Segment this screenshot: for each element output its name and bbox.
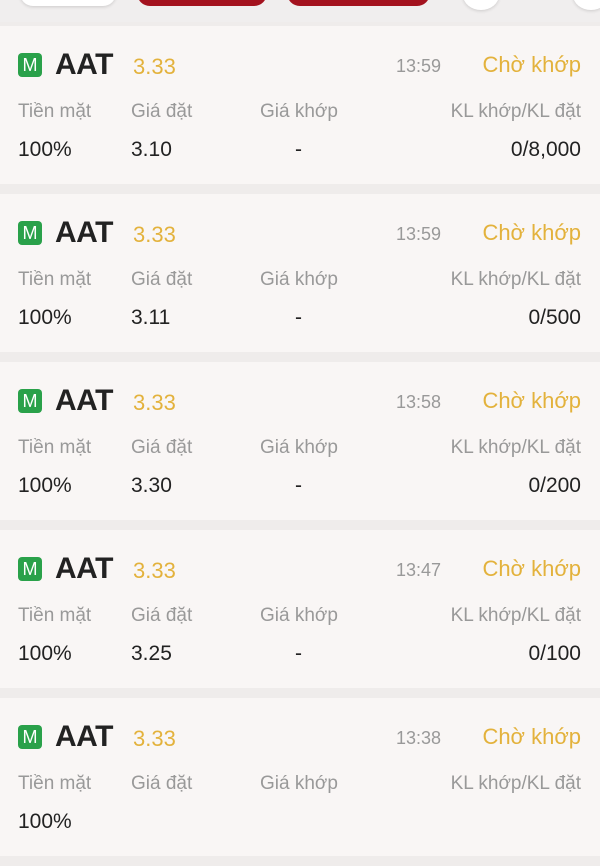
- order-card[interactable]: M AAT 3.33 13:59 Chờ khớp Tiền mặt Giá đ…: [0, 194, 600, 352]
- cash-value: 100%: [18, 642, 72, 665]
- order-time: 13:59: [396, 224, 442, 244]
- order-time: 13:58: [396, 392, 442, 412]
- match-price-label: Giá khớp: [260, 101, 338, 122]
- cash-label: Tiền mặt: [18, 101, 92, 122]
- stock-symbol: AAT: [55, 216, 113, 249]
- order-price-value: 3.10: [131, 138, 172, 161]
- cash-label: Tiền mặt: [18, 269, 92, 290]
- volume-value: 0/500: [528, 306, 581, 329]
- current-price: 3.33: [133, 558, 176, 583]
- volume-value: 0/200: [528, 474, 581, 497]
- order-price-value: 3.30: [131, 474, 172, 497]
- volume-value: 0/100: [528, 642, 581, 665]
- circle-button-2[interactable]: [573, 0, 600, 10]
- market-badge: M: [18, 557, 42, 581]
- order-price-value: 3.25: [131, 642, 172, 665]
- match-price-label: Giá khớp: [260, 773, 338, 794]
- stock-symbol: AAT: [55, 552, 113, 585]
- current-price: 3.33: [133, 726, 176, 751]
- order-status: Chờ khớp: [482, 556, 581, 581]
- stock-symbol: AAT: [55, 720, 113, 753]
- order-time: 13:38: [396, 728, 442, 748]
- order-price-value: 3.11: [131, 306, 171, 329]
- order-card[interactable]: M AAT 3.33 13:38 Chờ khớp Tiền mặt Giá đ…: [0, 698, 600, 856]
- order-status: Chờ khớp: [482, 52, 581, 77]
- volume-label: KL khớp/KL đặt: [450, 437, 581, 458]
- match-price-label: Giá khớp: [260, 437, 338, 458]
- order-status: Chờ khớp: [482, 724, 581, 749]
- order-price-label: Giá đặt: [131, 773, 193, 794]
- match-price-value: -: [295, 306, 302, 329]
- current-price: 3.33: [133, 390, 176, 415]
- cash-value: 100%: [18, 306, 72, 329]
- order-price-label: Giá đặt: [131, 605, 193, 626]
- order-card[interactable]: M AAT 3.33 13:47 Chờ khớp Tiền mặt Giá đ…: [0, 530, 600, 688]
- order-list: M AAT 3.33 13:59 Chờ khớp Tiền mặt Giá đ…: [0, 26, 600, 866]
- order-card[interactable]: M AAT 3.33 13:59 Chờ khớp Tiền mặt Giá đ…: [0, 26, 600, 184]
- current-price: 3.33: [133, 222, 176, 247]
- match-price-label: Giá khớp: [260, 269, 338, 290]
- current-price: 3.33: [133, 54, 176, 79]
- order-price-label: Giá đặt: [131, 101, 193, 122]
- match-price-value: -: [295, 642, 302, 665]
- top-toolbar: [0, 0, 600, 22]
- cash-value: 100%: [18, 138, 72, 161]
- market-badge: M: [18, 389, 42, 413]
- order-price-label: Giá đặt: [131, 437, 193, 458]
- cash-label: Tiền mặt: [18, 605, 92, 626]
- order-status: Chờ khớp: [482, 388, 581, 413]
- order-status: Chờ khớp: [482, 220, 581, 245]
- stock-symbol: AAT: [55, 48, 113, 81]
- match-price-label: Giá khớp: [260, 605, 338, 626]
- match-price-value: -: [295, 138, 302, 161]
- order-card[interactable]: M AAT 3.33 13:58 Chờ khớp Tiền mặt Giá đ…: [0, 362, 600, 520]
- cash-label: Tiền mặt: [18, 773, 92, 794]
- filter-button[interactable]: [20, 0, 116, 6]
- volume-label: KL khớp/KL đặt: [450, 605, 581, 626]
- order-time: 13:47: [396, 560, 442, 580]
- action-button-2[interactable]: [287, 0, 430, 6]
- order-time: 13:59: [396, 56, 442, 76]
- cash-value: 100%: [18, 810, 72, 833]
- match-price-value: -: [295, 474, 302, 497]
- cash-label: Tiền mặt: [18, 437, 92, 458]
- market-badge: M: [18, 725, 42, 749]
- stock-symbol: AAT: [55, 384, 113, 417]
- cash-value: 100%: [18, 474, 72, 497]
- action-button-1[interactable]: [137, 0, 267, 6]
- circle-button-1[interactable]: [463, 0, 499, 10]
- volume-label: KL khớp/KL đặt: [450, 773, 581, 794]
- market-badge: M: [18, 53, 42, 77]
- volume-label: KL khớp/KL đặt: [450, 101, 581, 122]
- volume-label: KL khớp/KL đặt: [450, 269, 581, 290]
- volume-value: 0/8,000: [510, 138, 581, 161]
- market-badge: M: [18, 221, 42, 245]
- order-price-label: Giá đặt: [131, 269, 193, 290]
